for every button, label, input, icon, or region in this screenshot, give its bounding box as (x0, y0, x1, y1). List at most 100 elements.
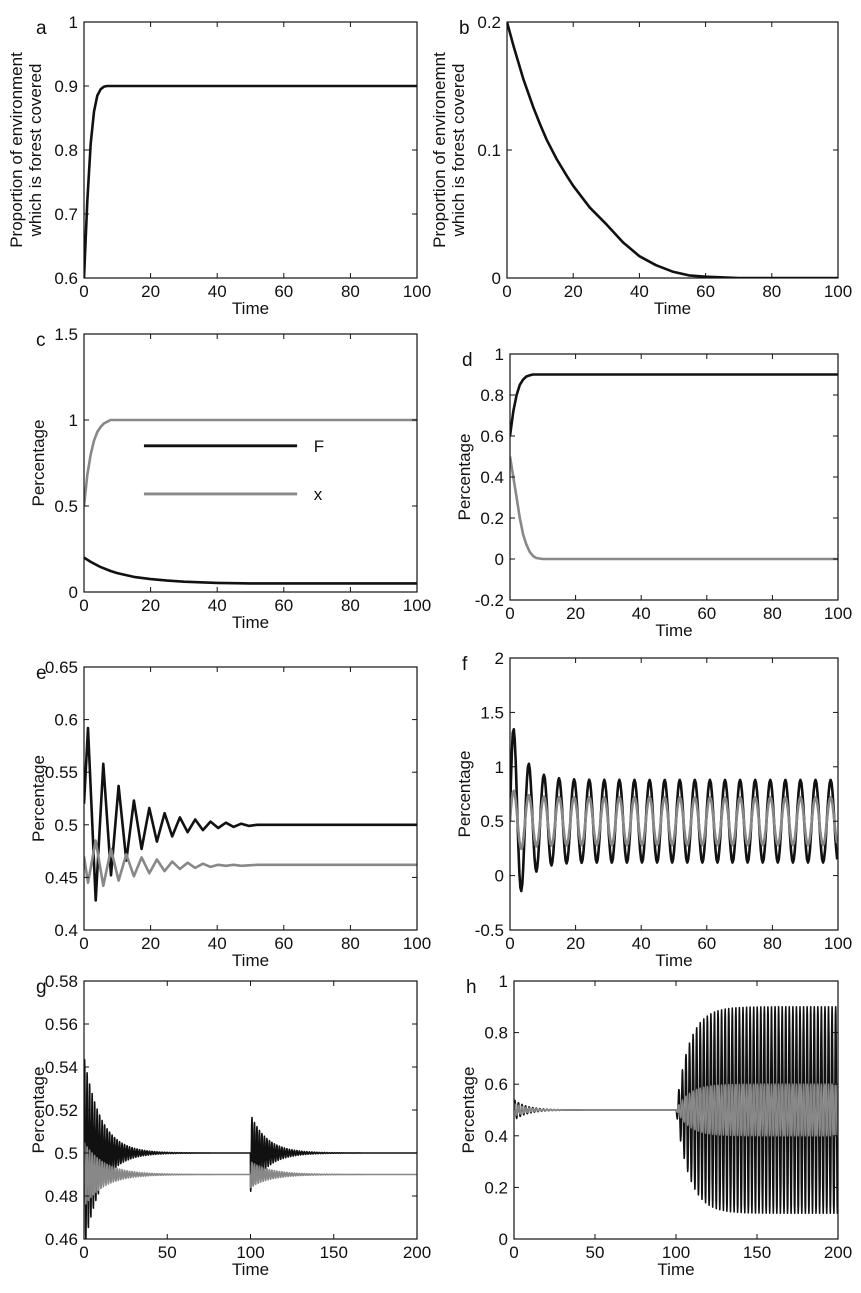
series-group (510, 727, 838, 893)
series-line-1 (510, 373, 838, 437)
plot-frame (506, 21, 839, 279)
x-tick-label: 40 (632, 604, 651, 623)
y-tick-label: 0.6 (480, 427, 504, 446)
panel-letter: f (462, 654, 468, 675)
x-tick-label: 20 (141, 596, 160, 615)
x-tick-label: 0 (505, 604, 514, 623)
series-line-2 (510, 789, 838, 851)
series-line-1 (84, 1059, 417, 1239)
series-line-2 (84, 1142, 417, 1205)
panel-letter: h (466, 977, 477, 998)
x-axis-label: Time (657, 1260, 694, 1279)
y-tick-label: 0.2 (484, 1178, 508, 1197)
y-tick-label: 0.5 (54, 1144, 78, 1163)
y-tick-label: -0.2 (475, 591, 504, 610)
y-tick-label: 1 (69, 13, 78, 32)
x-tick-label: 150 (320, 1243, 348, 1262)
x-tick-label: 50 (586, 1243, 605, 1262)
x-tick-label: 20 (566, 934, 585, 953)
y-tick-label: 2 (495, 649, 504, 668)
x-tick-label: 40 (208, 934, 227, 953)
chart-panel-b: 0 20 40 60 80 100 0 0.1 0.2 Time Proportion of env… (430, 13, 852, 318)
plot-frame (509, 353, 839, 601)
panel-letter: a (36, 18, 47, 39)
x-tick-label: 0 (79, 596, 88, 615)
series-line-2 (84, 839, 417, 888)
y-tick-label: 0.52 (45, 1101, 78, 1120)
x-tick-label: 60 (697, 604, 716, 623)
y-tick-label: 1 (69, 411, 78, 430)
x-tick-label: 60 (697, 934, 716, 953)
x-axis-label: Time (654, 299, 691, 318)
y-tick-label: 0.56 (45, 1015, 78, 1034)
y-tick-label: 0.8 (480, 386, 504, 405)
x-tick-label: 20 (141, 934, 160, 953)
x-tick-label: 40 (630, 282, 649, 301)
y-tick-label: 1 (495, 758, 504, 777)
x-tick-label: 80 (341, 596, 360, 615)
panel-letter: c (36, 330, 46, 351)
x-tick-label: 40 (632, 934, 651, 953)
y-tick-label: 1 (499, 972, 508, 991)
y-tick-label: 0 (492, 269, 501, 288)
x-tick-label: 60 (274, 282, 293, 301)
series-line-2 (514, 1083, 838, 1137)
y-tick-label: 0 (495, 550, 504, 569)
series-group (84, 418, 417, 585)
y-tick-label: 0 (69, 583, 78, 602)
series-line-1 (84, 726, 417, 902)
x-tick-label: 20 (566, 604, 585, 623)
series-group (84, 726, 417, 902)
y-tick-label: 0.54 (45, 1058, 78, 1077)
y-tick-label: 0.4 (54, 921, 78, 940)
x-tick-label: 100 (662, 1243, 690, 1262)
chart-panel-h: 0 50 100 150 200 0 0.2 0.4 0.6 0.8 1 Time Percentage… (459, 972, 852, 1279)
y-axis-label: Proportion of environemnt (430, 52, 449, 248)
x-tick-label: 100 (824, 282, 852, 301)
plot-frame (83, 666, 418, 931)
y-tick-label: 0.4 (484, 1127, 508, 1146)
y-tick-label: 0.6 (54, 711, 78, 730)
x-tick-label: 100 (403, 282, 431, 301)
y-tick-label: 0.6 (54, 269, 78, 288)
y-tick-label: 0.2 (477, 13, 501, 32)
x-tick-label: 40 (208, 282, 227, 301)
x-tick-label: 60 (274, 596, 293, 615)
y-tick-label: 0.48 (45, 1187, 78, 1206)
y-tick-label: 0 (499, 1230, 508, 1249)
x-tick-label: 100 (403, 934, 431, 953)
series-group (507, 22, 838, 278)
x-tick-label: 80 (763, 604, 782, 623)
plot-frame (83, 333, 418, 593)
y-axis-label: Proportion of environment (7, 52, 26, 248)
x-tick-label: 100 (824, 934, 852, 953)
y-tick-label: 0.5 (54, 497, 78, 516)
y-tick-label: 0.5 (480, 812, 504, 831)
x-tick-label: 20 (564, 282, 583, 301)
y-axis-label: Percentage (459, 1067, 478, 1154)
y-tick-label: 1.5 (480, 703, 504, 722)
x-tick-label: 80 (763, 934, 782, 953)
y-tick-label: -0.5 (475, 921, 504, 940)
y-tick-label: 0.8 (54, 141, 78, 160)
y-tick-label: 0.2 (480, 509, 504, 528)
y-tick-label: 0.8 (484, 1024, 508, 1043)
x-axis-label: Time (232, 299, 269, 318)
series-line-F (84, 556, 417, 585)
y-tick-label: 0.58 (45, 972, 78, 991)
y-tick-label: 1.5 (54, 325, 78, 344)
legend-label-x: x (314, 485, 323, 504)
x-tick-label: 0 (79, 1243, 88, 1262)
chart-panel-c: 0 20 40 60 80 100 0 0.5 1 1.5 Time Percentage c Fx (29, 325, 431, 632)
x-tick-label: 0 (79, 934, 88, 953)
y-axis-label: Percentage (29, 420, 48, 507)
y-axis-label: Percentage (29, 755, 48, 842)
y-tick-label: 0.4 (480, 468, 504, 487)
x-tick-label: 200 (824, 1243, 852, 1262)
panel-letter: e (36, 663, 47, 684)
plot-frame (83, 21, 418, 279)
y-tick-label: 0.5 (54, 816, 78, 835)
x-tick-label: 40 (208, 596, 227, 615)
